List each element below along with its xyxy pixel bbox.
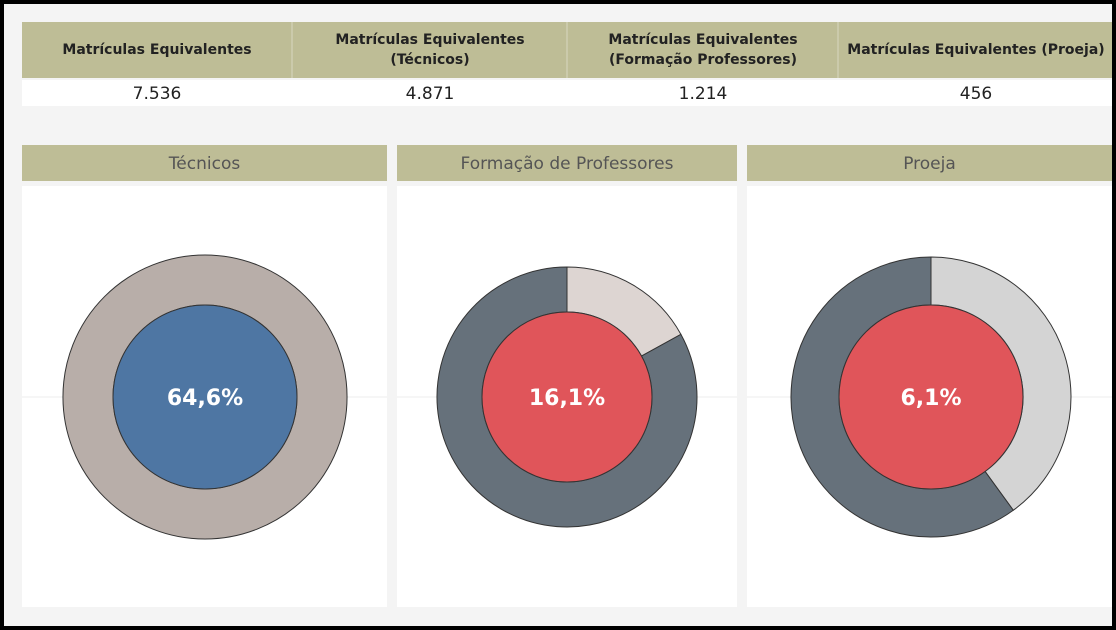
chart-title: Proeja <box>903 154 956 174</box>
donut-center <box>838 304 1024 490</box>
header-label: (Técnicos) <box>390 52 469 68</box>
header-label: Matrículas Equivalentes (Proeja) <box>847 42 1104 58</box>
kpi-value: 456 <box>960 84 992 104</box>
center-label: 16,1% <box>529 386 605 411</box>
kpi-value: 1.214 <box>679 84 728 104</box>
center-label: 6,1% <box>900 386 961 411</box>
panel-header <box>397 145 737 181</box>
chart-title: Técnicos <box>168 154 241 174</box>
value-band <box>22 80 1112 106</box>
header-label: Matrículas Equivalentes <box>335 32 524 48</box>
panel-header <box>747 145 1112 181</box>
chart-title: Formação de Professores <box>461 154 674 174</box>
kpi-value: 7.536 <box>133 84 182 104</box>
donut-center <box>481 311 653 483</box>
panel-header <box>22 145 387 181</box>
header-label: Matrículas Equivalentes <box>608 32 797 48</box>
center-label: 64,6% <box>167 386 243 411</box>
header-label: (Formação Professores) <box>609 52 797 68</box>
kpi-value: 4.871 <box>406 84 455 104</box>
header-label: Matrículas Equivalentes <box>62 42 251 58</box>
donut-center <box>112 304 298 490</box>
